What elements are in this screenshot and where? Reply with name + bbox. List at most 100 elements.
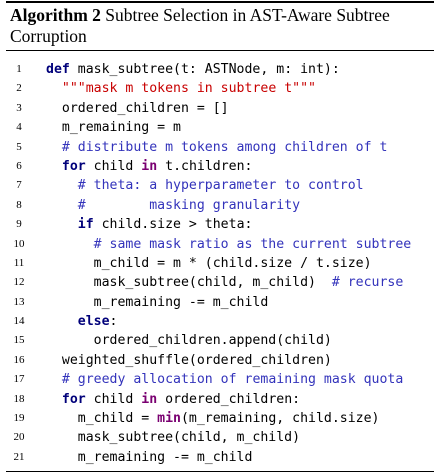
code-line: 6 for child in t.children: — [6, 157, 434, 176]
code-text: m_remaining -= m_child — [46, 448, 253, 467]
code-token: mask_subtree(child, m_child) — [46, 430, 301, 446]
code-token: """mask m tokens in subtree t""" — [61, 81, 316, 97]
code-line: 7 # theta: a hyperparameter to control — [6, 176, 434, 195]
algorithm-title: Subtree Selection in AST-Aware Subtree C… — [10, 5, 390, 46]
code-token: # greedy allocation of remaining mask qu… — [61, 372, 404, 388]
code-token: mask_subtree(child, m_child) — [46, 275, 332, 291]
code-text: # same mask ratio as the current subtree — [46, 235, 412, 254]
code-line: 1 def mask_subtree(t: ASTNode, m: int): — [6, 60, 434, 79]
code-token: m_remaining -= m_child — [46, 449, 253, 465]
algorithm-caption: Algorithm 2 Subtree Selection in AST-Awa… — [6, 3, 434, 50]
code-token — [46, 198, 78, 213]
code-token — [46, 178, 78, 193]
code-token — [46, 159, 62, 174]
code-text: # distribute m tokens among children of … — [46, 138, 388, 157]
code-text: ordered_children = [] — [46, 99, 229, 118]
code-line: 8 # masking granularity — [6, 196, 434, 215]
code-token: t.children: — [165, 158, 253, 174]
code-text: else: — [46, 312, 118, 331]
code-line: 3 ordered_children = [] — [6, 99, 434, 118]
code-token: # masking granularity — [77, 197, 301, 213]
code-token: ordered_children = [] — [46, 100, 229, 116]
code-token: in — [141, 391, 166, 407]
code-line: 19 m_child = min(m_remaining, child.size… — [6, 409, 434, 428]
line-number: 14 — [13, 315, 25, 328]
code-line: 18 for child in ordered_children: — [6, 390, 434, 409]
code-token: weighted_shuffle(ordered_children) — [46, 352, 332, 368]
code-line: 2 """mask m tokens in subtree t""" — [6, 79, 434, 98]
code-text: ordered_children.append(child) — [46, 331, 332, 350]
code-token: min — [157, 411, 181, 427]
line-number: 1 — [16, 63, 22, 75]
line-number: 7 — [16, 179, 22, 192]
code-text: mask_subtree(child, m_child) # recurse — [46, 273, 404, 292]
code-token: m_remaining -= m_child — [46, 294, 269, 310]
line-number: 18 — [13, 392, 25, 405]
code-token: # theta: a hyperparameter to control — [77, 178, 364, 194]
code-token: child.size > theta: — [101, 217, 253, 233]
code-line: 14 else: — [6, 312, 434, 331]
code-text: m_remaining = m — [46, 118, 181, 137]
code-text: weighted_shuffle(ordered_children) — [46, 351, 332, 370]
line-number: 8 — [16, 198, 22, 211]
code-text: if child.size > theta: — [46, 215, 253, 234]
code-token: def — [46, 62, 78, 77]
algorithm-block: Algorithm 2 Subtree Selection in AST-Awa… — [6, 0, 434, 472]
code-line: 5 # distribute m tokens among children o… — [6, 138, 434, 157]
code-text: mask_subtree(child, m_child) — [46, 428, 300, 447]
top-rule — [6, 1, 434, 3]
code-token: for — [61, 391, 94, 407]
line-number: 3 — [16, 101, 22, 114]
code-line: 15 ordered_children.append(child) — [6, 331, 434, 350]
code-line: 13 m_remaining -= m_child — [6, 293, 434, 312]
code-text: # theta: a hyperparameter to control — [46, 176, 364, 195]
code-token: child — [93, 158, 142, 174]
caption-rule — [6, 50, 434, 51]
code-text: m_child = min(m_remaining, child.size) — [46, 409, 380, 428]
code-token: : — [109, 314, 118, 330]
line-number: 5 — [16, 140, 22, 153]
code-token: child — [93, 391, 142, 407]
code-token — [46, 140, 62, 155]
line-number: 6 — [16, 159, 22, 172]
code-token — [46, 237, 94, 252]
code-line: 17 # greedy allocation of remaining mask… — [6, 370, 434, 389]
code-line: 9 if child.size > theta: — [6, 215, 434, 234]
code-token — [46, 372, 62, 387]
line-number: 9 — [16, 218, 22, 231]
code-token: m_remaining = m — [46, 120, 181, 136]
line-number: 4 — [16, 121, 22, 134]
line-number: 15 — [13, 334, 25, 347]
code-token: in — [141, 158, 166, 174]
code-token — [46, 217, 78, 232]
code-line: 16 weighted_shuffle(ordered_children) — [6, 351, 434, 370]
code-token: for — [61, 158, 94, 174]
code-text: """mask m tokens in subtree t""" — [46, 79, 316, 98]
code-token: # recurse — [331, 275, 404, 291]
line-number: 16 — [13, 353, 25, 366]
line-number: 21 — [13, 450, 25, 463]
code-token: (m_remaining, child.size) — [180, 411, 380, 427]
code-token: # distribute m tokens among children of … — [61, 139, 388, 155]
line-number: 11 — [13, 256, 25, 269]
code-line: 12 mask_subtree(child, m_child) # recurs… — [6, 273, 434, 292]
code-token: else — [77, 314, 110, 330]
code-text: def mask_subtree(t: ASTNode, m: int): — [46, 60, 340, 79]
code-token: m_child = m * (child.size / t.size) — [46, 255, 372, 271]
code-token — [46, 314, 78, 329]
code-token: mask_subtree(t: ASTNode, m: int): — [77, 62, 340, 77]
code-token: m_child = — [46, 411, 158, 427]
code-token: # same mask ratio as the current subtree — [93, 236, 412, 252]
code-token: if — [77, 217, 102, 233]
line-number: 10 — [13, 237, 25, 250]
code-text: # greedy allocation of remaining mask qu… — [46, 370, 403, 389]
line-number: 20 — [13, 431, 25, 444]
line-number: 12 — [13, 276, 25, 289]
code-line: 11 m_child = m * (child.size / t.size) — [6, 254, 434, 273]
code-text: # masking granularity — [46, 196, 300, 215]
code-text: for child in ordered_children: — [46, 390, 300, 409]
algorithm-label: Algorithm 2 — [10, 5, 101, 25]
code-line: 20 mask_subtree(child, m_child) — [6, 428, 434, 447]
code-listing: 1 def mask_subtree(t: ASTNode, m: int): 2 … — [6, 51, 434, 467]
code-token — [46, 81, 62, 96]
